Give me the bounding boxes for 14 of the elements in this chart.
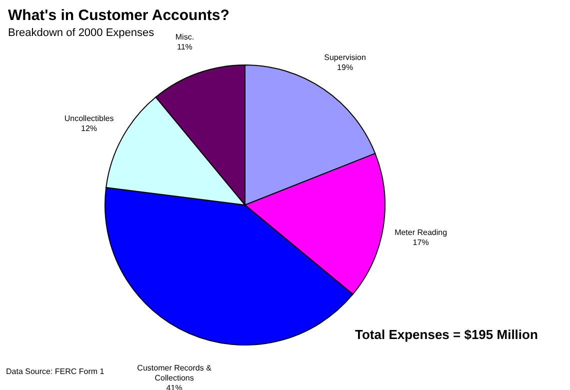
chart-subtitle: Breakdown of 2000 Expenses bbox=[8, 27, 155, 39]
slice-label: Misc. bbox=[175, 32, 194, 42]
slice-label: Supervision bbox=[324, 52, 366, 62]
data-label: 11% bbox=[176, 42, 192, 52]
slice-label: Uncollectibles bbox=[64, 114, 114, 124]
source-note: Data Source: FERC Form 1 bbox=[6, 367, 105, 376]
slice-label: Meter Reading bbox=[394, 228, 448, 237]
data-label: 12% bbox=[81, 124, 98, 134]
chart-title: What's in Customer Accounts? bbox=[8, 7, 230, 24]
data-label: 41% bbox=[166, 383, 182, 390]
slice-label: Customer Records & Collections bbox=[137, 363, 212, 382]
text: Total Expenses = $195 Million bbox=[355, 327, 538, 342]
data-label: 19% bbox=[337, 62, 354, 72]
data-label: 17% bbox=[412, 238, 429, 247]
